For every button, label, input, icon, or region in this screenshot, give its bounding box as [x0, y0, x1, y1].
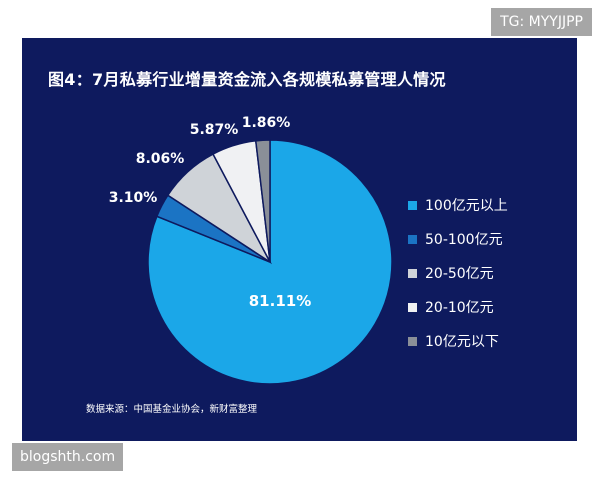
legend-item-0: 100亿元以上 — [408, 188, 508, 222]
watermark-top: TG: MYYJJPP — [491, 8, 592, 36]
legend-swatch — [408, 200, 417, 210]
data-source: 数据来源：中国基金业协会，新财富整理 — [86, 404, 258, 415]
data-label-1: 3.10% — [109, 190, 158, 206]
chart-title: 图4：7月私募行业增量资金流入各规模私募管理人情况 — [48, 70, 446, 89]
legend-swatch — [408, 234, 417, 244]
pie-slice-4 — [254, 139, 271, 263]
data-label-2: 8.06% — [136, 151, 185, 167]
data-label-4: 1.86% — [242, 115, 291, 131]
legend-item-1: 50-100亿元 — [408, 222, 508, 256]
data-label-3: 5.87% — [190, 122, 239, 138]
legend-item-3: 20-10亿元 — [408, 290, 508, 324]
legend-label: 100亿元以上 — [425, 198, 508, 214]
legend-item-2: 20-50亿元 — [408, 256, 508, 290]
legend-label: 50-100亿元 — [425, 232, 503, 248]
legend-label: 20-50亿元 — [425, 266, 494, 282]
data-label-0: 81.11% — [249, 292, 311, 310]
legend-swatch — [408, 268, 417, 278]
legend-swatch — [408, 302, 417, 312]
legend-label: 20-10亿元 — [425, 300, 494, 316]
watermark-bottom: blogshth.com — [12, 443, 124, 471]
legend-label: 10亿元以下 — [425, 334, 499, 350]
legend: 100亿元以上 50-100亿元 20-50亿元 20-10亿元 10亿元以下 — [408, 188, 508, 358]
legend-swatch — [408, 336, 417, 346]
legend-item-4: 10亿元以下 — [408, 324, 508, 358]
